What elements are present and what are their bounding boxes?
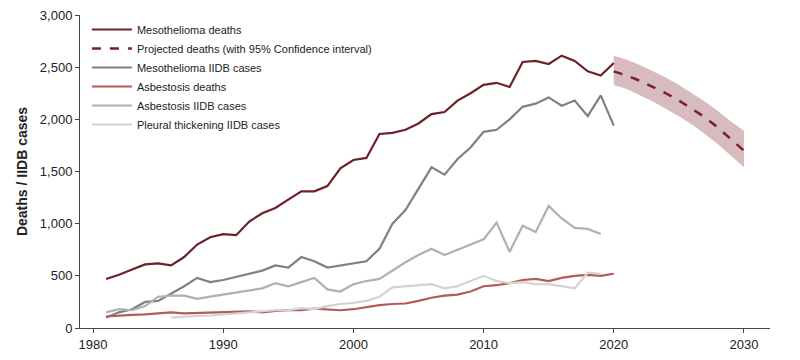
svg-text:Pleural thickening IIDB cases: Pleural thickening IIDB cases: [137, 119, 281, 131]
svg-text:Projected deaths (with 95% Con: Projected deaths (with 95% Confidence in…: [137, 43, 372, 55]
svg-text:Deaths / IIDB cases: Deaths / IIDB cases: [14, 107, 30, 236]
svg-text:2010: 2010: [469, 337, 498, 352]
svg-text:Asbestosis deaths: Asbestosis deaths: [137, 81, 227, 93]
svg-text:500: 500: [51, 268, 73, 283]
svg-text:2030: 2030: [729, 337, 758, 352]
svg-text:Mesothelioma IIDB cases: Mesothelioma IIDB cases: [137, 62, 262, 74]
svg-text:1990: 1990: [209, 337, 238, 352]
svg-text:2020: 2020: [599, 337, 628, 352]
svg-text:Mesothelioma deaths: Mesothelioma deaths: [137, 24, 242, 36]
svg-text:2000: 2000: [339, 337, 368, 352]
svg-text:2,000: 2,000: [40, 112, 73, 127]
svg-text:Asbestosis IIDB cases: Asbestosis IIDB cases: [137, 100, 247, 112]
svg-text:1,000: 1,000: [40, 216, 73, 231]
svg-text:3,000: 3,000: [40, 8, 73, 23]
svg-text:2,500: 2,500: [40, 60, 73, 75]
svg-text:1980: 1980: [79, 337, 108, 352]
svg-text:0: 0: [65, 321, 72, 336]
svg-text:1,500: 1,500: [40, 164, 73, 179]
